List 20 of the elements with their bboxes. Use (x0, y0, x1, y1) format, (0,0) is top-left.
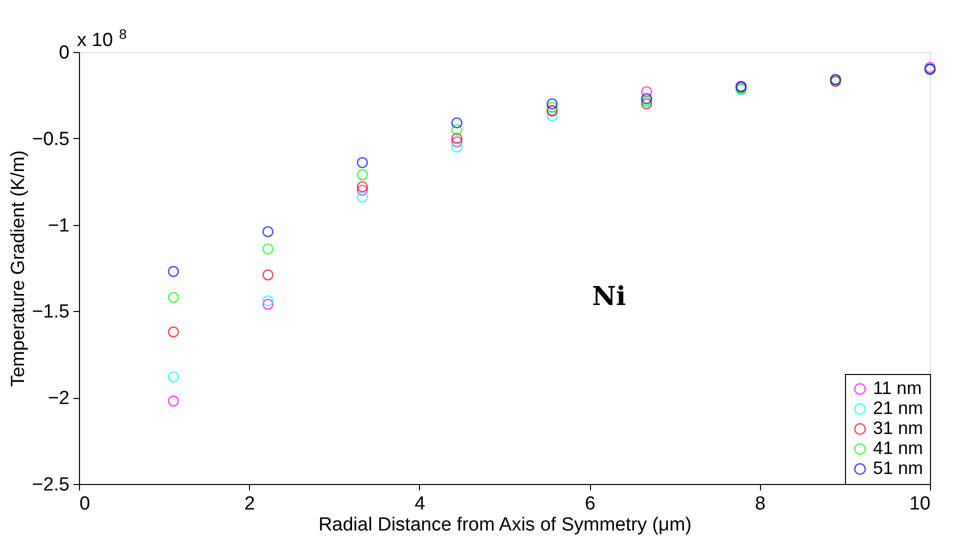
x-tick-label: 6 (584, 494, 596, 514)
x-tick-label: 4 (414, 494, 426, 514)
legend-label: 31 nm (873, 418, 924, 438)
y-tick-label: −1 (48, 215, 70, 236)
legend-label: 11 nm (873, 378, 922, 398)
y-tick-label: −0.5 (32, 128, 70, 150)
y-axis-title: Temperature Gradient (K/m) (8, 150, 29, 387)
y-tick-label: −2 (48, 388, 70, 410)
x-axis-title: Radial Distance from Axis of Symmetry (μm) (318, 514, 692, 536)
y-tick-label: 0 (58, 42, 70, 64)
x-tick-label: 10 (909, 494, 930, 514)
legend-label: 21 nm (873, 398, 924, 418)
x-tick-label: 0 (80, 494, 90, 514)
legend-label: 41 nm (873, 438, 924, 458)
x-tick-label: 8 (755, 494, 766, 514)
y-tick-label: −2.5 (32, 474, 70, 496)
annotation: Ni (592, 282, 626, 312)
y-tick-label: −1.5 (32, 302, 70, 323)
x-tick-label: 2 (244, 494, 255, 514)
legend-label: 51 nm (873, 458, 924, 478)
